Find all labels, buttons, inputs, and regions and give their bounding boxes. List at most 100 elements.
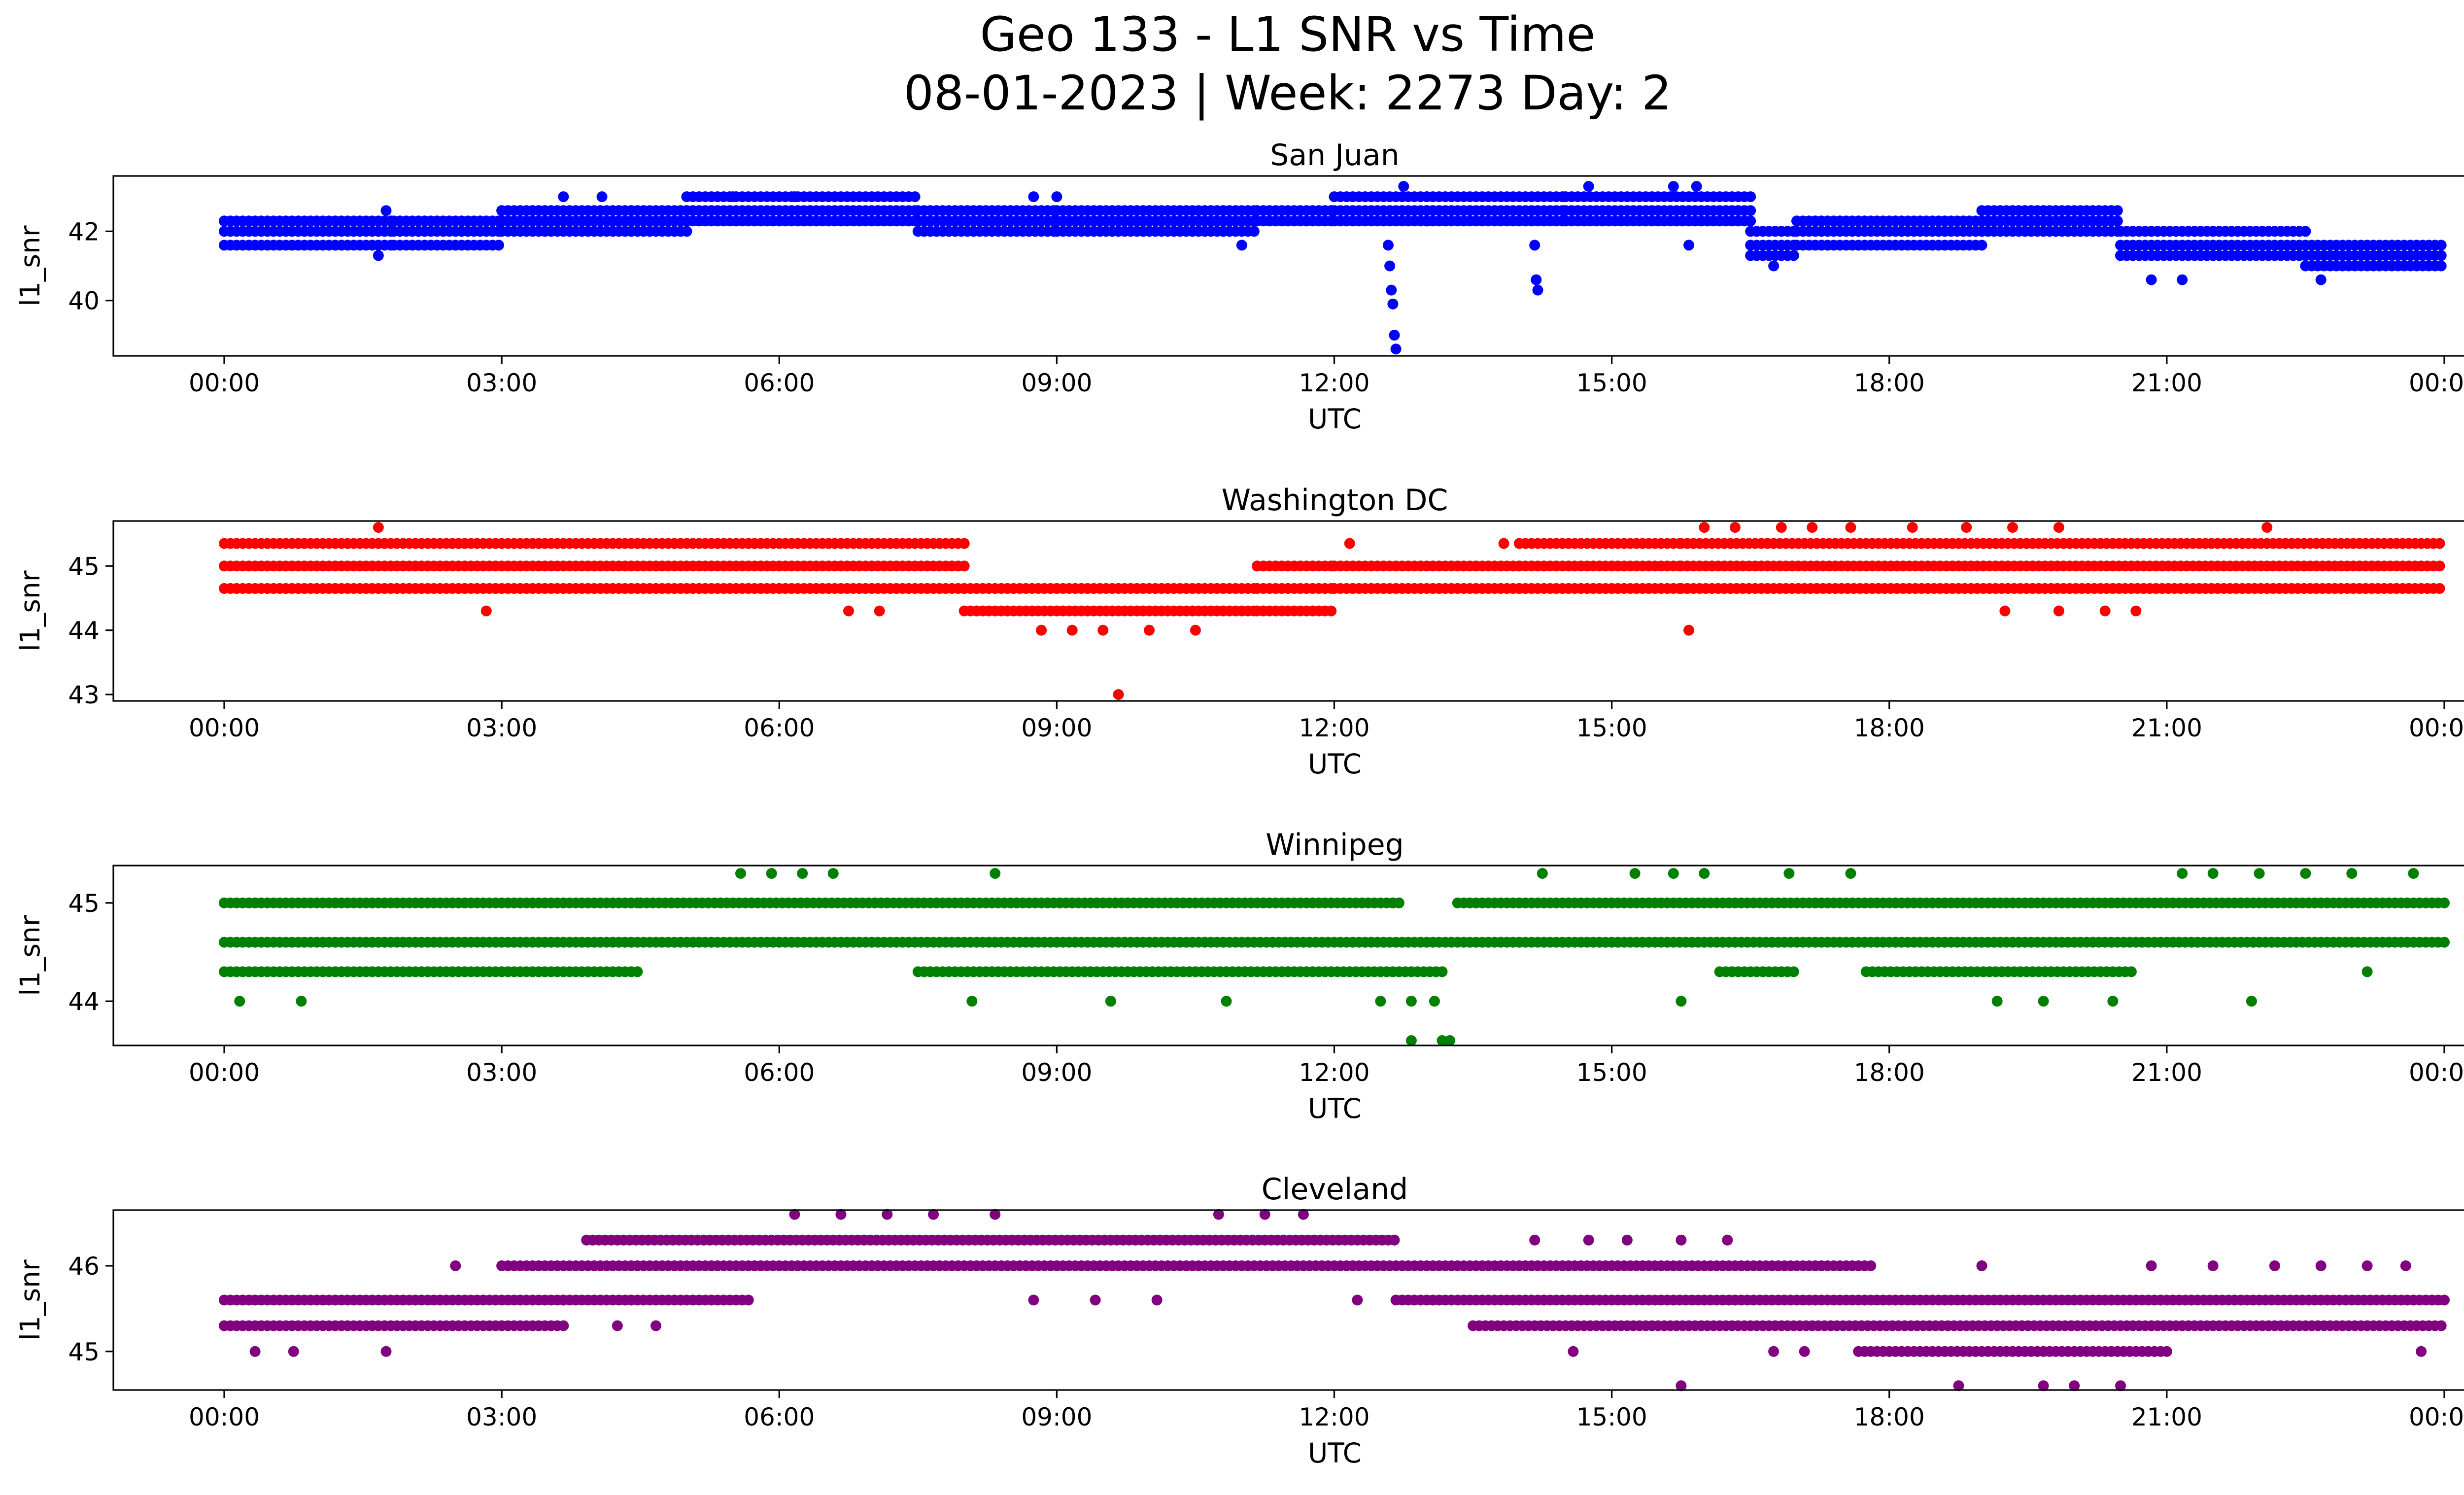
y-tick-label: 45	[68, 889, 100, 918]
data-point	[2146, 274, 2157, 285]
data-point	[1976, 240, 1987, 251]
data-point	[1745, 191, 1756, 203]
data-point	[958, 560, 970, 572]
data-point	[1783, 868, 1795, 879]
figure-title-line2: 08-01-2023 | Week: 2273 Day: 2	[904, 66, 1672, 121]
data-points	[219, 522, 2445, 700]
data-point	[2435, 240, 2447, 251]
data-point	[558, 1320, 569, 1331]
data-point	[380, 1346, 392, 1357]
data-point	[1676, 1380, 1687, 1391]
data-point	[1768, 260, 1780, 272]
data-point	[1621, 1234, 1633, 1246]
data-point	[681, 226, 692, 237]
data-point	[493, 240, 504, 251]
data-point	[1437, 966, 1448, 977]
x-tick-label: 09:00	[1021, 1403, 1092, 1431]
data-point	[1691, 181, 1702, 192]
data-point	[1788, 966, 1799, 977]
data-point	[1529, 1234, 1540, 1246]
data-point	[843, 605, 854, 617]
x-tick-label: 18:00	[1854, 714, 1925, 742]
data-point	[1259, 1209, 1270, 1220]
data-point	[1776, 522, 1787, 533]
data-point	[1745, 205, 1756, 216]
data-point	[789, 191, 800, 203]
data-point	[835, 1209, 847, 1220]
data-point	[2416, 1346, 2427, 1357]
x-tick-label: 03:00	[466, 714, 537, 742]
subplot-panels: San Juan 00:00 03:00 06:00 09:00 12:00 15:00 18…	[14, 138, 2464, 1469]
data-point	[650, 1320, 661, 1331]
data-point	[1221, 996, 1232, 1007]
data-point	[288, 1346, 299, 1357]
y-tick-label: 43	[68, 681, 100, 709]
x-tick-label: 12:00	[1299, 1403, 1369, 1431]
data-point	[1498, 538, 1509, 549]
y-tick-label: 46	[68, 1252, 100, 1281]
data-point	[1683, 625, 1694, 636]
data-point	[1252, 560, 1263, 572]
data-point	[450, 1260, 461, 1271]
data-point	[1105, 996, 1116, 1007]
subplot-title: Washington DC	[1222, 483, 1448, 518]
data-point	[1537, 868, 1548, 879]
data-point	[2439, 1294, 2450, 1306]
data-point	[2361, 966, 2373, 977]
data-point	[1326, 605, 1337, 617]
subplot-title: Cleveland	[1262, 1172, 1408, 1207]
data-point	[1437, 1035, 1448, 1046]
data-point	[2269, 1260, 2280, 1271]
data-point	[2439, 937, 2450, 948]
y-axis-label: l1_snr	[14, 1259, 46, 1340]
data-point	[2408, 868, 2419, 879]
data-point	[1097, 625, 1109, 636]
data-point	[1699, 522, 1710, 533]
x-tick-label: 00:00	[2409, 1058, 2464, 1087]
y-tick-label: 45	[68, 552, 100, 581]
data-point	[909, 191, 921, 203]
data-point	[928, 1209, 939, 1220]
data-point	[882, 1209, 893, 1220]
x-tick-label: 06:00	[744, 1403, 815, 1431]
data-point	[1907, 522, 1918, 533]
data-point	[2146, 1260, 2157, 1271]
y-tick-label: 44	[68, 987, 100, 1016]
x-tick-label: 03:00	[466, 1403, 537, 1431]
data-point	[2435, 250, 2447, 261]
data-point	[2099, 605, 2111, 617]
x-tick-label: 21:00	[2131, 1058, 2202, 1087]
data-point	[1529, 240, 1540, 251]
data-point	[1788, 250, 1799, 261]
x-axis-label: UTC	[1308, 1437, 1362, 1469]
data-point	[1668, 868, 1679, 879]
x-tick-label: 18:00	[1854, 1058, 1925, 1087]
x-tick-label: 00:00	[189, 1403, 260, 1431]
data-point	[632, 966, 643, 977]
data-point	[558, 191, 569, 203]
data-point	[2112, 215, 2123, 227]
data-point	[2112, 205, 2123, 216]
x-tick-label: 09:00	[1021, 1058, 1092, 1087]
data-point	[1845, 522, 1856, 533]
data-point	[1028, 1294, 1039, 1306]
data-point	[296, 996, 307, 1007]
data-point	[380, 205, 392, 216]
x-tick-label: 03:00	[466, 1058, 537, 1087]
data-point	[1999, 605, 2011, 617]
x-tick-label: 00:00	[2409, 1403, 2464, 1431]
data-point	[1991, 996, 2003, 1007]
data-point	[1865, 1260, 1877, 1271]
data-point	[1583, 181, 1594, 192]
subplot-1: San Juan 00:00 03:00 06:00 09:00 12:00 15:00 18…	[14, 138, 2464, 435]
x-tick-label: 21:00	[2131, 1403, 2202, 1431]
data-point	[2069, 1380, 2080, 1391]
data-point	[1213, 1209, 1224, 1220]
data-point	[1729, 522, 1741, 533]
data-point	[789, 1209, 800, 1220]
data-point	[1393, 897, 1404, 908]
y-tick-label: 44	[68, 617, 100, 645]
data-point	[2300, 868, 2311, 879]
data-point	[1151, 1294, 1163, 1306]
